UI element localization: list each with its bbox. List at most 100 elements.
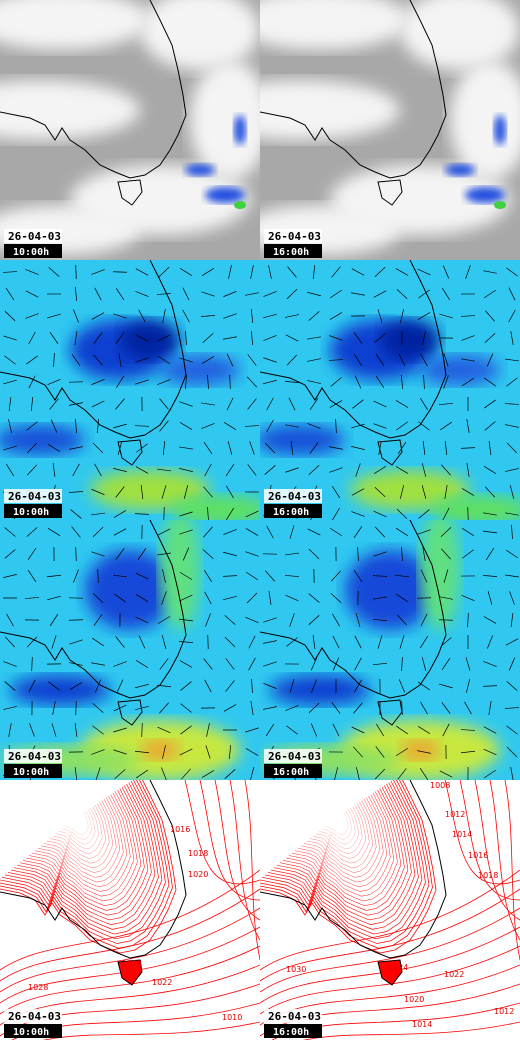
rain-band bbox=[185, 164, 215, 176]
wind-arrow bbox=[201, 267, 215, 277]
wind-arrow bbox=[351, 726, 365, 734]
wind-arrow bbox=[440, 526, 452, 538]
rain-core bbox=[494, 201, 506, 209]
wind-arrow bbox=[357, 546, 359, 562]
wind-arrow bbox=[179, 468, 193, 472]
wind-field bbox=[420, 520, 460, 630]
wind-arrow bbox=[483, 616, 497, 624]
wind-arrow bbox=[245, 727, 259, 733]
wind-arrow bbox=[203, 442, 213, 454]
wind-arrow bbox=[461, 335, 475, 341]
wind-arrow bbox=[309, 442, 319, 454]
time-box bbox=[264, 1024, 322, 1038]
wind-arrow bbox=[69, 682, 83, 690]
wind-arrow bbox=[50, 419, 58, 433]
wind-field bbox=[160, 520, 200, 630]
wind-arrow bbox=[202, 549, 214, 559]
wind-arrow bbox=[93, 614, 103, 626]
wind-arrow bbox=[420, 397, 428, 411]
wind-arrow bbox=[250, 701, 254, 715]
wind-arrow bbox=[284, 575, 300, 577]
wind-arrow bbox=[156, 293, 172, 295]
wind-arrow bbox=[266, 397, 274, 411]
wind-arrow bbox=[335, 418, 337, 434]
wind-arrow bbox=[395, 593, 409, 603]
wind-arrow bbox=[163, 440, 165, 456]
map-panel: 26-04-03 16:00h bbox=[260, 780, 520, 1040]
date-label: 26-04-03 bbox=[8, 230, 61, 243]
wind-arrow bbox=[112, 271, 128, 273]
wind-arrow bbox=[417, 725, 431, 735]
wind-arrow bbox=[441, 548, 451, 560]
wind-arrow bbox=[310, 723, 318, 737]
wind-arrow bbox=[466, 419, 470, 433]
wind-arrow bbox=[396, 614, 408, 626]
wind-arrow bbox=[114, 769, 126, 779]
isobar bbox=[229, 780, 260, 941]
wind-arrow bbox=[91, 488, 105, 496]
wind-arrow bbox=[356, 767, 360, 780]
wind-arrow bbox=[223, 421, 237, 431]
wind-arrow bbox=[135, 291, 149, 297]
isobar bbox=[260, 983, 520, 1037]
wind-arrow bbox=[288, 397, 296, 411]
wind-arrow bbox=[353, 353, 363, 367]
wind-arrow bbox=[91, 749, 105, 755]
wind-arrow bbox=[206, 723, 210, 737]
time-box bbox=[4, 504, 62, 518]
wind-arrow bbox=[354, 635, 362, 649]
wind-arrow bbox=[504, 707, 520, 709]
wind-arrow bbox=[138, 635, 146, 649]
wind-arrow bbox=[203, 569, 213, 583]
wind-arrow bbox=[263, 617, 277, 623]
wind-arrow bbox=[401, 700, 403, 716]
wind-arrow bbox=[483, 726, 497, 734]
wind-arrow bbox=[312, 265, 316, 279]
wind-arrow bbox=[417, 529, 431, 535]
wind-arrow bbox=[179, 618, 193, 622]
wind-arrow bbox=[374, 486, 386, 498]
wind-arrow bbox=[418, 509, 430, 519]
wind-arrow bbox=[285, 334, 299, 342]
wind-arrow bbox=[72, 463, 80, 477]
wind-arrow bbox=[226, 353, 234, 367]
wind-arrow bbox=[504, 403, 520, 405]
time-label: 16:00h bbox=[273, 1027, 309, 1038]
wind-arrow bbox=[374, 768, 386, 780]
wind-arrow bbox=[505, 468, 519, 472]
wind-arrow bbox=[289, 679, 295, 693]
isobar-label: 1022 bbox=[152, 978, 172, 987]
wind-arrow bbox=[225, 680, 235, 692]
wind-arrow bbox=[467, 506, 469, 520]
isobar bbox=[0, 983, 260, 1037]
wind-arrow bbox=[508, 287, 516, 301]
wind-arrow bbox=[263, 357, 277, 363]
isobar bbox=[0, 926, 260, 1004]
wind-arrow bbox=[286, 288, 298, 300]
wind-arrow bbox=[353, 570, 363, 582]
wind-arrow bbox=[207, 506, 209, 520]
time-label: 10:00h bbox=[13, 1027, 49, 1038]
map-panel: 26-04-03 10:00h bbox=[0, 780, 260, 1040]
wind-arrow bbox=[331, 702, 341, 714]
wind-arrow bbox=[135, 268, 149, 276]
wind-arrow bbox=[485, 486, 495, 498]
wind-arrow bbox=[464, 701, 472, 715]
wind-arrow bbox=[247, 354, 257, 366]
wind-arrow bbox=[461, 750, 475, 754]
wind-arrow bbox=[377, 635, 383, 649]
wind-arrow bbox=[179, 660, 193, 668]
wind-arrow bbox=[182, 287, 190, 301]
wind-arrow bbox=[263, 640, 277, 644]
wind-arrow bbox=[420, 701, 428, 715]
isobar bbox=[260, 907, 520, 993]
wind-arrow bbox=[375, 375, 385, 389]
wind-arrow bbox=[4, 355, 16, 365]
wind-arrow bbox=[4, 310, 16, 322]
wind-arrow bbox=[420, 613, 428, 627]
wind-arrow bbox=[179, 267, 193, 277]
date-label: 26-04-03 bbox=[8, 1010, 61, 1023]
wind-arrow bbox=[332, 723, 340, 737]
wind-arrow bbox=[268, 591, 272, 605]
isobar bbox=[244, 780, 260, 961]
